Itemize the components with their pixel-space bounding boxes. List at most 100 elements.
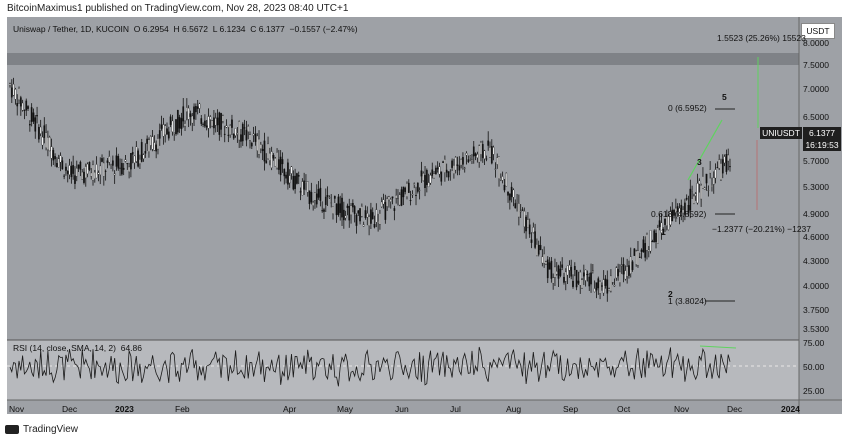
currency-button[interactable]: USDT [801, 23, 835, 39]
time-tick: Apr [283, 404, 297, 414]
candle-body [689, 188, 692, 211]
candle-body [12, 84, 15, 96]
candle-body [189, 113, 192, 117]
candle-body [425, 169, 428, 186]
publisher-text: BitcoinMaximus1 published on TradingView… [7, 3, 349, 14]
candle-body [716, 167, 719, 169]
candle-body [471, 159, 473, 161]
candle-body [157, 138, 159, 150]
candle-body [139, 159, 141, 165]
change-value: −0.1557 (−2.47%) [289, 24, 358, 34]
candle-body [86, 163, 89, 175]
candle-body [247, 126, 250, 133]
candle-body [532, 227, 535, 233]
candle-body [238, 121, 241, 141]
candle-body [653, 230, 656, 243]
candle-body [462, 157, 464, 165]
candle-body [59, 155, 62, 163]
candle-body [158, 130, 161, 139]
candle-body [676, 206, 679, 212]
candle-body [272, 155, 275, 159]
time-tick: Dec [727, 404, 743, 414]
candle-body [252, 133, 255, 136]
candle-body [604, 278, 607, 286]
symbol-price-tag: UNIUSDT [760, 127, 802, 139]
candle-body [160, 124, 163, 129]
candle-body [429, 175, 432, 184]
candle-body [202, 123, 204, 125]
candle-body [130, 153, 132, 170]
candle-body [88, 162, 91, 170]
candle-body [28, 124, 31, 126]
candle-body [564, 271, 567, 282]
candle-body [306, 181, 309, 193]
candle-body [142, 154, 145, 159]
candle-body [628, 265, 630, 276]
candle-body [453, 165, 455, 174]
candle-body [261, 148, 264, 152]
candle-body [404, 187, 407, 192]
candle-body [656, 227, 659, 244]
candle-body [664, 219, 666, 225]
price-tick: 6.5000 [803, 112, 829, 122]
candle-body [267, 143, 269, 159]
candle-body [126, 163, 129, 165]
candle-body [647, 249, 650, 252]
candle-body [162, 124, 165, 137]
rsi-tick-25: 25.00 [803, 386, 825, 396]
candle-body [729, 166, 731, 168]
rsi-legend: RSI (14, close, SMA, 14, 2) 64.86 [13, 343, 142, 353]
candle-body [281, 159, 284, 165]
candle-body [463, 167, 466, 169]
candle-body [436, 167, 439, 170]
candle-body [548, 262, 551, 270]
candle-body [559, 268, 562, 276]
price-tick: 8.0000 [803, 38, 829, 48]
candle-body [364, 210, 367, 218]
candle-body [36, 115, 38, 117]
candle-body [353, 206, 356, 214]
candle-body [232, 134, 235, 139]
candle-body [185, 107, 188, 112]
candle-body [368, 216, 370, 226]
candle-body [684, 202, 686, 215]
candle-body [572, 280, 574, 287]
candle-body [180, 118, 183, 129]
candle-body [590, 272, 592, 285]
candle-body [723, 156, 726, 164]
candle-body [350, 205, 352, 216]
candle-body [438, 166, 441, 175]
candle-body [16, 103, 19, 107]
candle-body [440, 171, 443, 182]
candle-body [370, 209, 372, 224]
time-tick: Nov [674, 404, 690, 414]
candle-body [601, 285, 603, 287]
candle-body [431, 169, 434, 176]
wave-1-label: 1 [661, 227, 666, 237]
candle-body [288, 175, 291, 184]
candle-body [18, 88, 20, 101]
candle-body [99, 165, 102, 176]
candle-body [523, 210, 526, 227]
price-tick: 5.7000 [803, 156, 829, 166]
candle-body [54, 156, 56, 160]
candle-body [90, 172, 93, 177]
candle-body [685, 197, 688, 200]
candle-body [687, 204, 690, 213]
candle-body [256, 135, 259, 151]
candle-body [527, 219, 529, 228]
candle-body [324, 196, 327, 205]
candle-body [465, 153, 468, 156]
candle-body [608, 288, 610, 291]
candle-body [487, 140, 490, 146]
time-tick: 2023 [115, 404, 134, 414]
candle-body [323, 209, 325, 212]
candle-body [707, 190, 710, 191]
candle-body [619, 271, 621, 283]
candle-body [720, 163, 722, 181]
candle-body [489, 147, 491, 158]
tradingview-footer[interactable]: TradingView [5, 424, 78, 435]
candle-body [536, 244, 538, 256]
candle-body [649, 230, 652, 252]
candle-body [250, 142, 253, 147]
